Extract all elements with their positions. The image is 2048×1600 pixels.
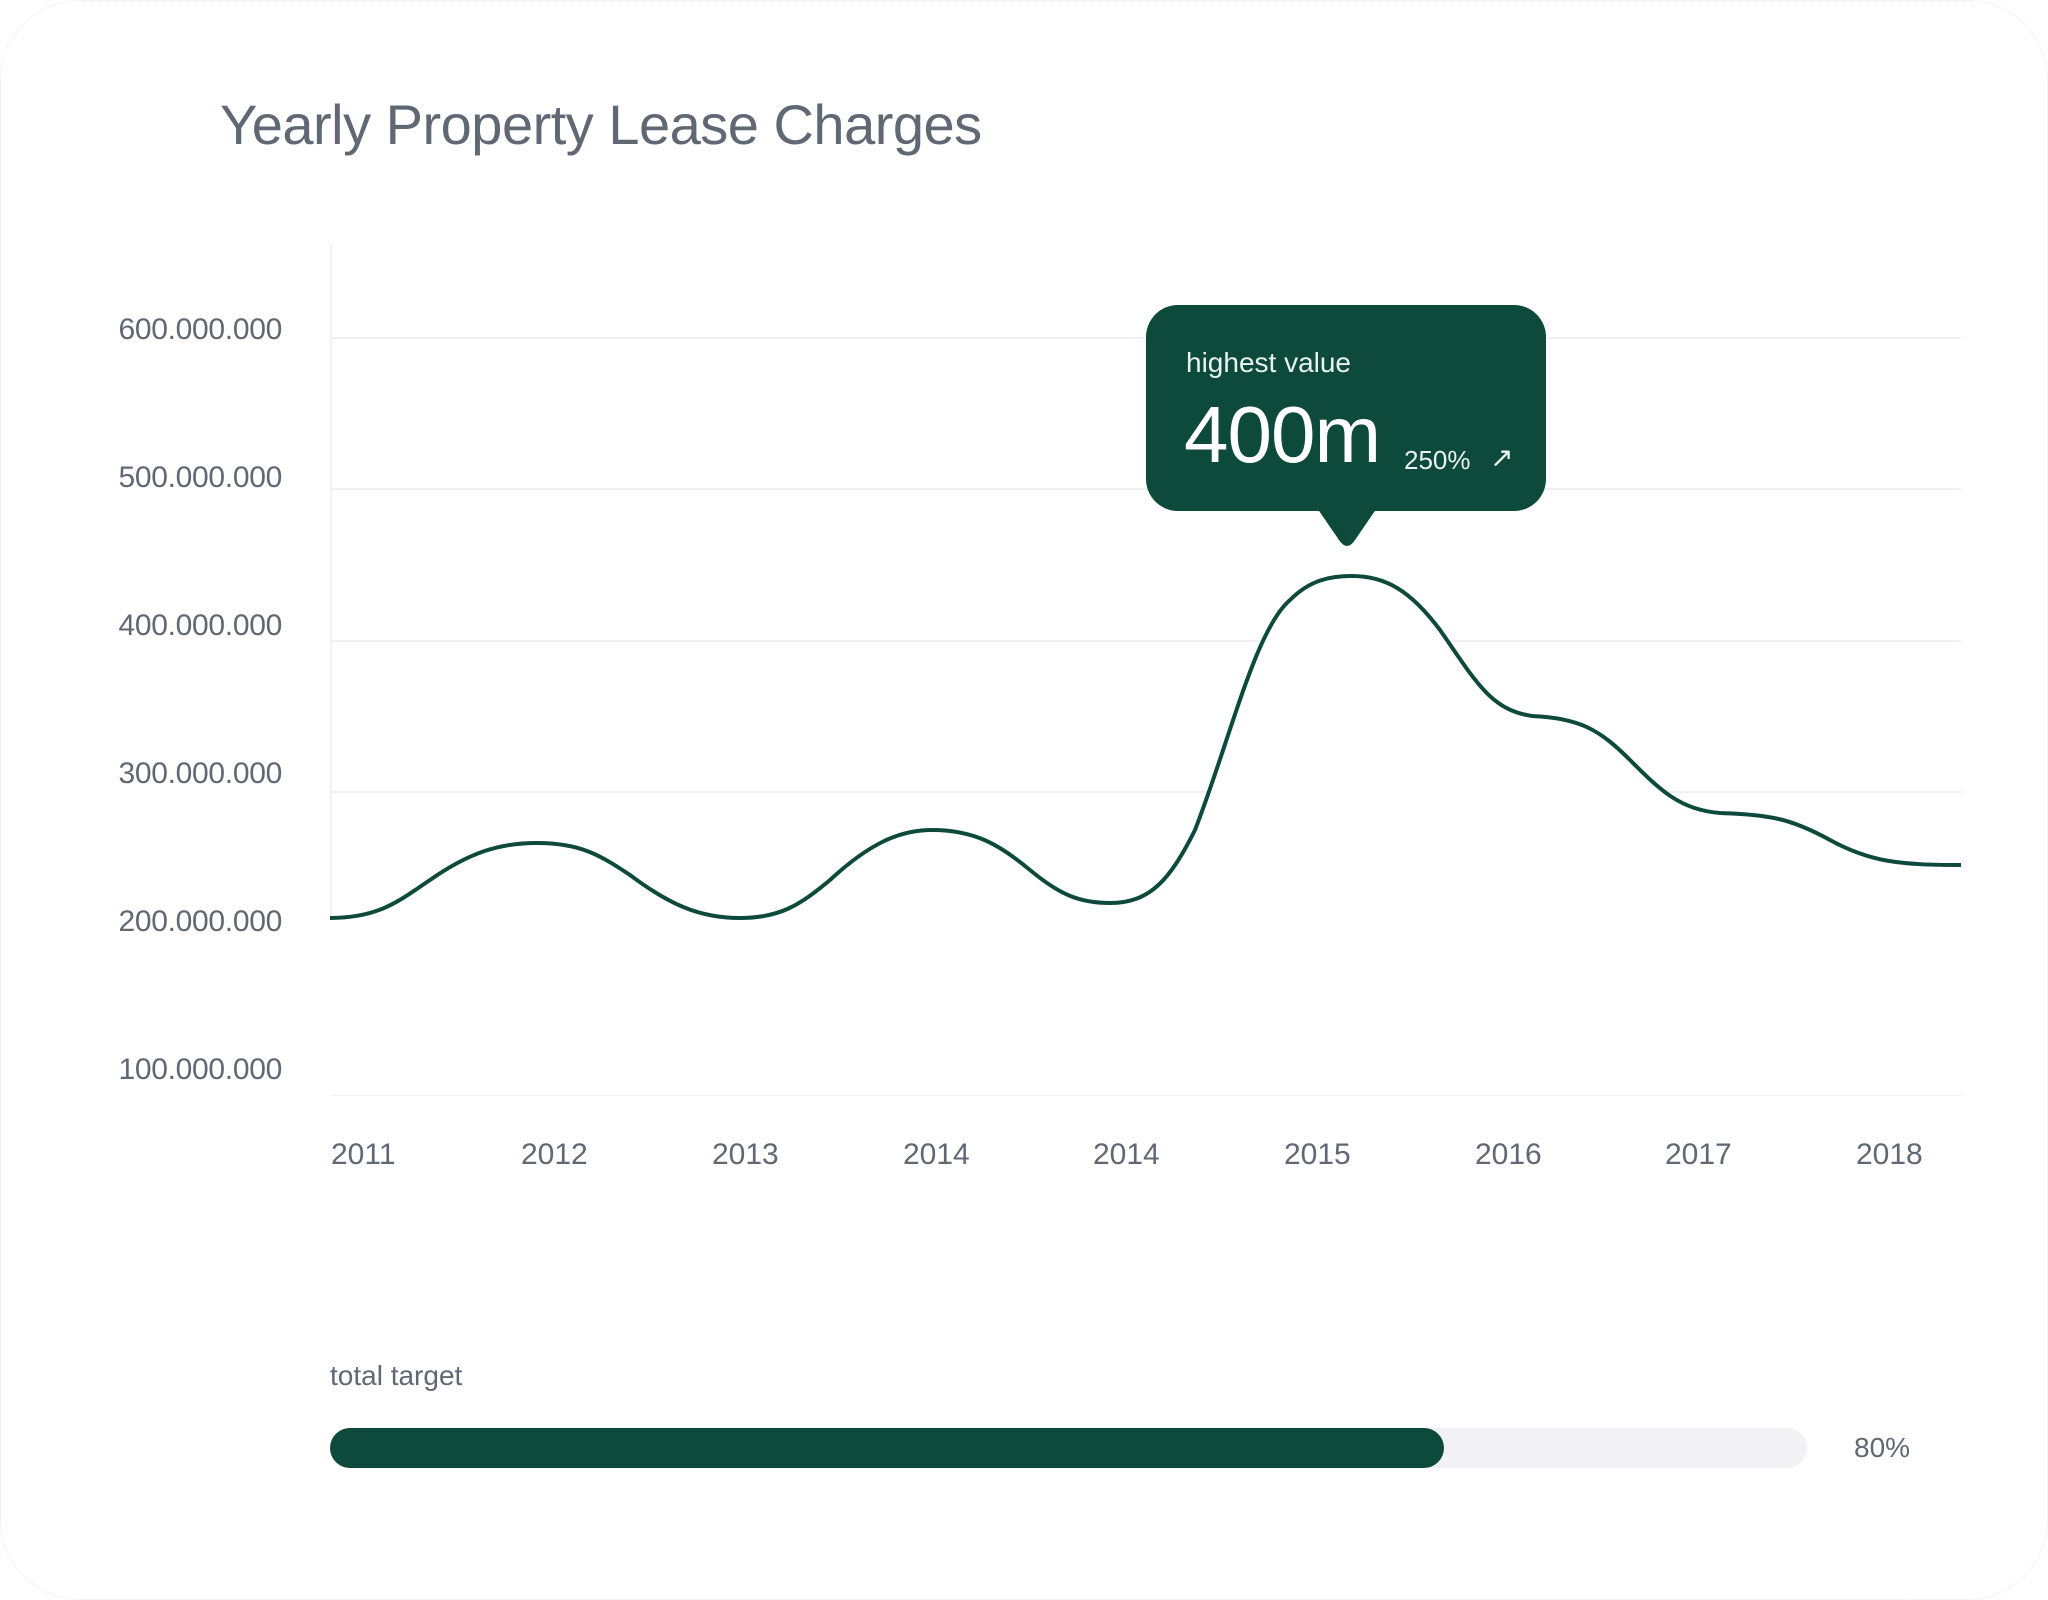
x-axis-label: 2014 [1093, 1138, 1160, 1171]
progress-percent: 80% [1854, 1432, 1911, 1463]
x-axis-label: 2013 [712, 1138, 779, 1171]
progress-label: total target [330, 1360, 463, 1391]
y-axis-label: 200.000.000 [118, 905, 282, 938]
y-axis-label: 600.000.000 [118, 313, 282, 346]
tooltip-label: highest value [1186, 347, 1352, 378]
y-axis-label: 300.000.000 [118, 757, 282, 790]
x-axis-label: 2018 [1856, 1138, 1923, 1171]
x-axis-label: 2011 [331, 1138, 396, 1171]
tooltip-pointer [1315, 505, 1379, 546]
arrow-up-right-icon: ↗ [1490, 442, 1514, 473]
x-axis-label: 2014 [903, 1138, 970, 1171]
x-axis-label: 2012 [521, 1138, 588, 1171]
progress-bar [330, 1428, 1807, 1468]
x-axis-label: 2015 [1284, 1138, 1351, 1171]
area-line [329, 573, 1962, 921]
y-axis-label: 500.000.000 [118, 461, 282, 494]
y-axis-label: 400.000.000 [118, 609, 282, 642]
x-axis-label: 2017 [1665, 1138, 1732, 1171]
tooltip-value: 400m [1184, 390, 1381, 479]
y-axis-label: 100.000.000 [118, 1053, 282, 1086]
chart-title: Yearly Property Lease Charges [220, 93, 982, 156]
x-axis-label: 2016 [1475, 1138, 1542, 1171]
tooltip-change: 250% [1404, 445, 1471, 475]
progress-fill [330, 1428, 1444, 1468]
highest-value-tooltip: highest value 400m 250% ↗ [1146, 305, 1546, 511]
area-fill [330, 576, 1961, 1095]
